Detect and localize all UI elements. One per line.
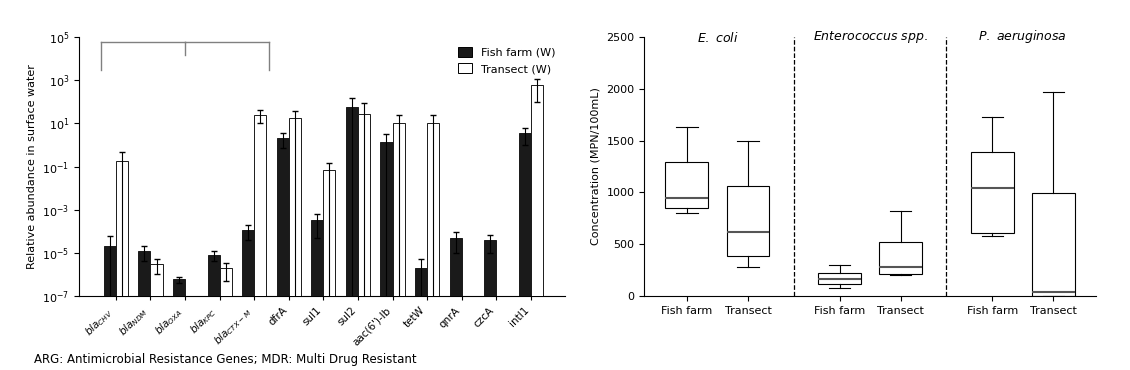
Legend: Fish farm (W), Transect (W): Fish farm (W), Transect (W) — [454, 43, 559, 78]
Y-axis label: Concentration (MPN/100mL): Concentration (MPN/100mL) — [591, 88, 601, 245]
Bar — [150, 264, 163, 370]
Bar — [138, 251, 150, 370]
Text: $P.\ aeruginosa$: $P.\ aeruginosa$ — [979, 28, 1067, 45]
Bar — [242, 229, 254, 370]
Bar — [415, 268, 427, 370]
Bar — [381, 142, 392, 370]
Bar — [104, 246, 116, 370]
Bar — [519, 133, 531, 370]
Bar — [208, 255, 219, 370]
PathPatch shape — [1032, 194, 1075, 296]
Bar — [484, 240, 496, 370]
Bar — [358, 114, 370, 370]
Bar — [427, 123, 440, 370]
Bar — [277, 138, 289, 370]
Bar — [289, 118, 301, 370]
Text: $E.\ coli$: $E.\ coli$ — [696, 31, 738, 45]
Bar — [346, 107, 358, 370]
Bar — [392, 123, 405, 370]
PathPatch shape — [666, 162, 709, 208]
Y-axis label: Relative abundance in surface water: Relative abundance in surface water — [27, 64, 37, 269]
Bar — [311, 219, 323, 370]
Bar — [219, 268, 232, 370]
Bar — [450, 238, 462, 370]
Bar — [323, 170, 336, 370]
Bar — [116, 161, 128, 370]
Bar — [173, 279, 185, 370]
PathPatch shape — [971, 152, 1014, 233]
PathPatch shape — [727, 186, 770, 256]
Text: $Enterococcus\ spp.$: $Enterococcus\ spp.$ — [812, 29, 928, 45]
Text: ARG: Antimicrobial Resistance Genes; MDR: Multi Drug Resistant: ARG: Antimicrobial Resistance Genes; MDR… — [34, 353, 417, 366]
Bar — [254, 115, 267, 370]
PathPatch shape — [818, 273, 861, 283]
Bar — [531, 85, 542, 370]
PathPatch shape — [879, 242, 922, 274]
